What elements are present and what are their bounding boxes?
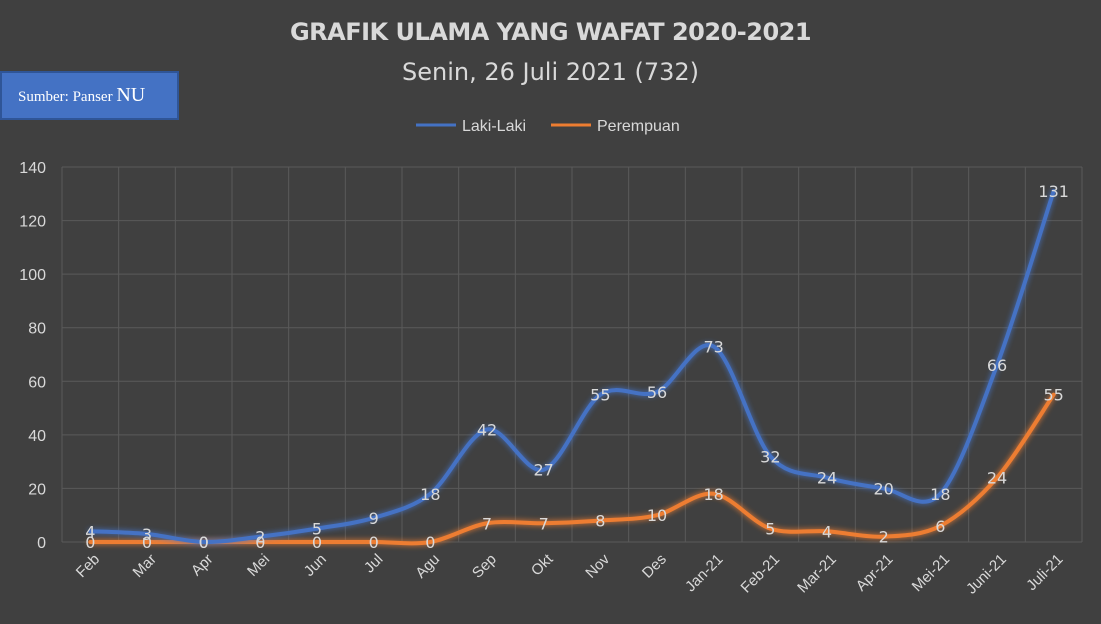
data-label: 18 xyxy=(703,485,723,504)
data-label: 7 xyxy=(482,514,492,533)
data-label: 55 xyxy=(590,386,610,405)
grid xyxy=(61,166,1083,543)
x-tick-label: Apr xyxy=(188,551,217,580)
data-label: 18 xyxy=(420,485,440,504)
data-label: 3 xyxy=(142,525,152,544)
x-tick-label: Mar xyxy=(130,551,160,581)
legend-label: Laki-Laki xyxy=(462,118,526,135)
data-label: 0 xyxy=(199,533,209,552)
x-tick-label: Mar-21 xyxy=(794,551,840,597)
data-label: 56 xyxy=(647,383,667,402)
data-label: 24 xyxy=(817,469,837,488)
y-tick-label: 100 xyxy=(19,267,46,284)
y-tick-label: 60 xyxy=(28,374,46,391)
data-label: 0 xyxy=(369,533,379,552)
x-tick-label: Feb-21 xyxy=(738,551,784,597)
y-tick-label: 0 xyxy=(37,535,46,552)
data-label: 4 xyxy=(822,522,832,541)
x-tick-label: Des xyxy=(639,551,670,582)
data-label: 18 xyxy=(930,485,950,504)
data-label: 55 xyxy=(1043,386,1063,405)
chart-subtitle: Senin, 26 Juli 2021 (732) xyxy=(401,58,699,86)
data-label: 73 xyxy=(703,337,723,356)
y-tick-label: 80 xyxy=(28,321,46,338)
data-label: 5 xyxy=(765,520,775,539)
series-line-laki-laki xyxy=(88,189,1056,545)
source-box: Sumber: Panser NU xyxy=(0,71,179,120)
data-label: 9 xyxy=(369,509,379,528)
data-label: 7 xyxy=(539,514,549,533)
series-line-perempuan xyxy=(88,392,1056,546)
x-tick-label: Apr-21 xyxy=(853,551,897,595)
legend: Laki-Laki Perempuan xyxy=(416,118,680,135)
chart-title: GRAFIK ULAMA YANG WAFAT 2020-2021 xyxy=(289,18,812,46)
data-label: 0 xyxy=(255,533,265,552)
x-tick-label: Jan-21 xyxy=(682,551,726,595)
y-tick-label: 120 xyxy=(19,214,46,231)
data-label: 24 xyxy=(987,469,1007,488)
x-tick-label: Mei xyxy=(244,551,273,580)
x-axis: Feb Mar Apr Mei Jun Jul Agu Sep Okt Nov Des Jan-21 F… xyxy=(73,550,1067,597)
data-label: 42 xyxy=(477,421,497,440)
data-label: 0 xyxy=(142,533,152,552)
data-label: 0 xyxy=(425,533,435,552)
data-label: 10 xyxy=(647,506,667,525)
data-label: 27 xyxy=(533,461,553,480)
x-tick-label: Juli-21 xyxy=(1023,551,1066,594)
data-label: 0 xyxy=(85,533,95,552)
data-label: 2 xyxy=(879,528,889,547)
data-label: 0 xyxy=(312,533,322,552)
x-tick-label: Okt xyxy=(528,550,557,579)
x-tick-label: Feb xyxy=(73,551,103,581)
series-lines xyxy=(88,189,1056,546)
x-tick-label: Mei-21 xyxy=(909,551,953,595)
y-axis: 0 20 40 60 80 100 120 140 xyxy=(19,160,46,552)
y-tick-label: 20 xyxy=(28,481,46,498)
source-suffix: NU xyxy=(116,84,146,106)
data-label: 5 xyxy=(312,520,322,539)
legend-label: Perempuan xyxy=(597,118,680,135)
data-label: 20 xyxy=(873,479,893,498)
x-tick-label: Sep xyxy=(469,551,500,582)
source-prefix: Sumber: Panser xyxy=(18,89,113,105)
data-label: 32 xyxy=(760,447,780,466)
x-tick-label: Jul xyxy=(361,551,387,577)
y-tick-label: 140 xyxy=(19,160,46,177)
data-label: 6 xyxy=(935,517,945,536)
x-tick-label: Juni-21 xyxy=(963,551,1010,598)
data-label: 8 xyxy=(595,512,605,531)
y-tick-label: 40 xyxy=(28,428,46,445)
x-tick-label: Jun xyxy=(301,551,330,580)
data-label: 0 xyxy=(199,533,209,552)
data-label: 66 xyxy=(987,356,1007,375)
data-label: 2 xyxy=(255,528,265,547)
data-label: 4 xyxy=(85,522,95,541)
x-tick-label: Agu xyxy=(412,551,443,582)
x-tick-label: Nov xyxy=(582,550,613,581)
data-label: 131 xyxy=(1038,182,1069,201)
